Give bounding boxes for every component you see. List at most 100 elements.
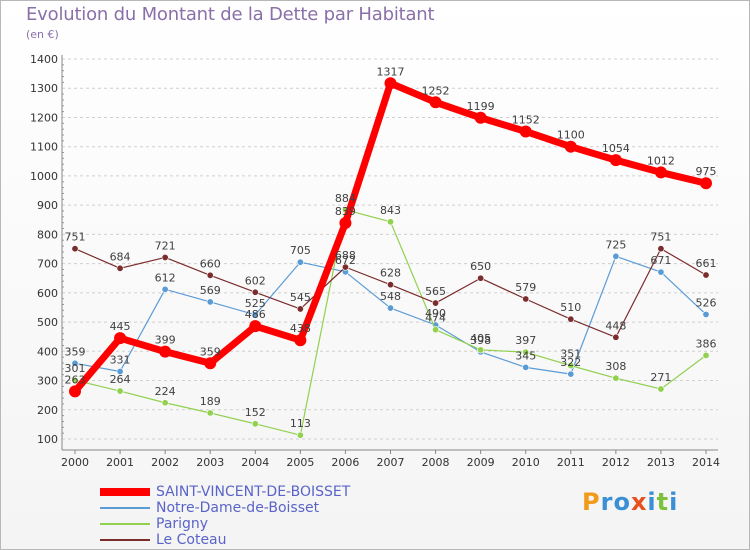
y-tick-label: 800 <box>37 228 58 241</box>
data-point <box>702 271 710 279</box>
data-label: 308 <box>605 360 626 373</box>
data-point <box>116 264 124 272</box>
data-point <box>522 295 530 303</box>
data-label: 263 <box>65 373 86 386</box>
data-label: 152 <box>245 406 266 419</box>
data-label: 331 <box>110 353 131 366</box>
data-point <box>522 348 530 356</box>
data-point <box>206 409 214 417</box>
x-tick-label: 2008 <box>422 456 450 469</box>
legend-item: Parigny <box>100 516 350 532</box>
legend-label: Notre-Dame-de-Boisset <box>156 500 320 516</box>
data-point <box>161 253 169 261</box>
data-label: 359 <box>200 345 221 358</box>
legend-swatch <box>100 523 150 525</box>
data-point <box>204 357 217 370</box>
data-point <box>477 346 485 354</box>
data-label: 526 <box>696 296 717 309</box>
data-label: 672 <box>335 254 356 267</box>
y-tick-label: 700 <box>37 258 58 271</box>
legend-swatch <box>100 539 150 541</box>
data-point <box>251 311 259 319</box>
data-point <box>251 420 259 428</box>
data-point <box>567 362 575 370</box>
data-point <box>702 351 710 359</box>
data-label: 548 <box>380 290 401 303</box>
legend-item: Notre-Dame-de-Boisset <box>100 500 350 516</box>
data-label: 545 <box>290 291 311 304</box>
data-label: 721 <box>155 239 176 252</box>
data-point <box>657 245 665 253</box>
data-point <box>206 271 214 279</box>
data-point <box>567 315 575 323</box>
data-point <box>384 77 397 90</box>
data-label: 660 <box>200 257 221 270</box>
legend-label: Parigny <box>156 516 209 532</box>
logo-letter: x <box>630 488 648 516</box>
x-tick-label: 2006 <box>331 456 359 469</box>
data-label: 359 <box>65 345 86 358</box>
data-point <box>116 367 124 375</box>
chart-title: Evolution du Montant de la Dette par Hab… <box>26 4 435 25</box>
data-point <box>294 334 307 347</box>
data-label: 445 <box>110 320 131 333</box>
data-point <box>432 299 440 307</box>
data-point <box>657 268 665 276</box>
y-tick-label: 300 <box>37 375 58 388</box>
data-label: 628 <box>380 267 401 280</box>
data-point <box>159 345 172 358</box>
data-point <box>612 374 620 382</box>
data-label: 474 <box>425 312 446 325</box>
data-point <box>116 387 124 395</box>
data-label: 405 <box>470 332 491 345</box>
data-label: 569 <box>200 284 221 297</box>
data-label: 684 <box>110 250 131 263</box>
x-tick-label: 2000 <box>61 456 89 469</box>
legend-item: Le Coteau <box>100 532 350 548</box>
data-point <box>386 304 394 312</box>
data-point <box>429 96 442 109</box>
y-tick-label: 900 <box>37 199 58 212</box>
data-label: 565 <box>425 285 446 298</box>
x-tick-label: 2005 <box>286 456 314 469</box>
x-tick-label: 2007 <box>377 456 405 469</box>
data-label: 1317 <box>377 65 405 78</box>
data-point <box>71 359 79 367</box>
logo-letter: o <box>613 488 631 516</box>
chart-legend: SAINT-VINCENT-DE-BOISSET Notre-Dame-de-Bo… <box>100 484 350 548</box>
data-label: 1100 <box>557 129 585 142</box>
x-tick-label: 2013 <box>647 456 675 469</box>
x-tick-label: 2004 <box>241 456 269 469</box>
x-tick-label: 2009 <box>467 456 495 469</box>
data-label: 224 <box>155 385 176 398</box>
data-label: 113 <box>290 417 311 430</box>
legend-swatch <box>100 488 150 496</box>
y-tick-label: 1300 <box>30 82 58 95</box>
data-point <box>71 376 79 384</box>
data-point <box>296 258 304 266</box>
data-label: 397 <box>515 334 536 347</box>
chart-unit: (en €) <box>26 28 59 41</box>
y-tick-label: 100 <box>37 433 58 446</box>
data-point <box>339 216 352 229</box>
data-label: 725 <box>605 238 626 251</box>
data-label: 525 <box>245 297 266 310</box>
data-label: 351 <box>560 348 581 361</box>
data-label: 705 <box>290 244 311 257</box>
data-label: 345 <box>515 349 536 362</box>
data-label: 1252 <box>422 84 450 97</box>
data-label: 1054 <box>602 142 630 155</box>
data-label: 1152 <box>512 113 540 126</box>
data-label: 486 <box>245 308 266 321</box>
data-point <box>612 252 620 260</box>
data-point <box>114 332 127 345</box>
data-point <box>609 154 622 167</box>
data-point <box>477 274 485 282</box>
data-point <box>432 326 440 334</box>
data-point <box>519 125 532 138</box>
data-label: 399 <box>155 334 176 347</box>
logo-letter: P <box>582 488 601 516</box>
data-label: 438 <box>290 322 311 335</box>
data-label: 688 <box>335 249 356 262</box>
data-label: 264 <box>110 373 131 386</box>
